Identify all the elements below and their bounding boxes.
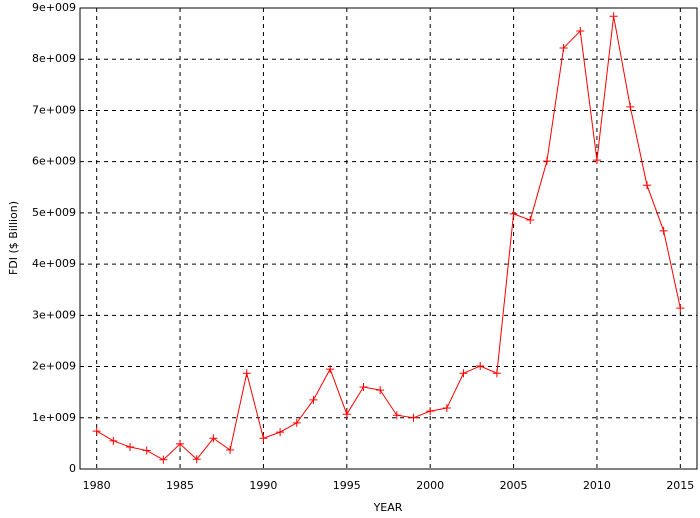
y-tick-label: 0: [69, 462, 76, 475]
x-tick-label: 2005: [500, 479, 528, 492]
x-tick-label: 1990: [249, 479, 277, 492]
point-marker: [476, 362, 485, 371]
point-marker: [92, 427, 101, 436]
y-tick-label: 6e+009: [32, 155, 76, 168]
point-marker: [526, 216, 535, 225]
point-marker: [109, 436, 118, 445]
point-marker: [676, 304, 685, 313]
point-marker: [459, 369, 468, 378]
x-tick-label: 1985: [166, 479, 194, 492]
point-marker: [376, 386, 385, 395]
point-marker: [492, 369, 501, 378]
y-tick-label: 4e+009: [32, 257, 76, 270]
y-tick-label: 7e+009: [32, 103, 76, 116]
point-marker: [276, 428, 285, 437]
plot-frame: [79, 7, 698, 470]
point-marker: [326, 365, 335, 374]
x-tick-label: 2015: [666, 479, 694, 492]
point-marker: [576, 27, 585, 36]
point-marker: [176, 439, 185, 448]
point-marker: [409, 413, 418, 422]
point-marker: [359, 383, 368, 392]
point-marker: [159, 455, 168, 464]
line: [96, 16, 681, 461]
point-marker: [126, 442, 135, 451]
point-marker: [259, 434, 268, 443]
point-marker: [626, 102, 635, 111]
point-marker: [659, 226, 668, 235]
point-marker: [242, 369, 251, 378]
y-tick-label: 8e+009: [32, 52, 76, 65]
x-tick-label: 2010: [583, 479, 611, 492]
point-marker: [509, 209, 518, 218]
point-marker: [642, 181, 651, 190]
x-tick-label: 1980: [83, 479, 111, 492]
y-tick-label: 2e+009: [32, 360, 76, 373]
point-marker: [592, 156, 601, 165]
point-marker: [292, 418, 301, 427]
y-tick-label: 5e+009: [32, 206, 76, 219]
point-marker: [342, 410, 351, 419]
point-marker: [442, 404, 451, 413]
y-axis-label: FDI ($ Billion): [7, 201, 20, 275]
point-marker: [209, 434, 218, 443]
x-axis-label: YEAR: [373, 501, 403, 514]
point-marker: [226, 446, 235, 455]
point-marker: [426, 407, 435, 416]
y-tick-label: 3e+009: [32, 308, 76, 321]
x-tick-label: 2000: [416, 479, 444, 492]
point-marker: [559, 43, 568, 52]
y-tick-label: 9e+009: [32, 1, 76, 14]
x-tick-label: 1995: [333, 479, 361, 492]
point-marker: [609, 12, 618, 21]
y-tick-label: 1e+009: [32, 411, 76, 424]
point-marker: [192, 455, 201, 464]
point-marker: [142, 446, 151, 455]
point-marker: [542, 157, 551, 166]
point-marker: [309, 395, 318, 404]
point-marker: [392, 411, 401, 420]
